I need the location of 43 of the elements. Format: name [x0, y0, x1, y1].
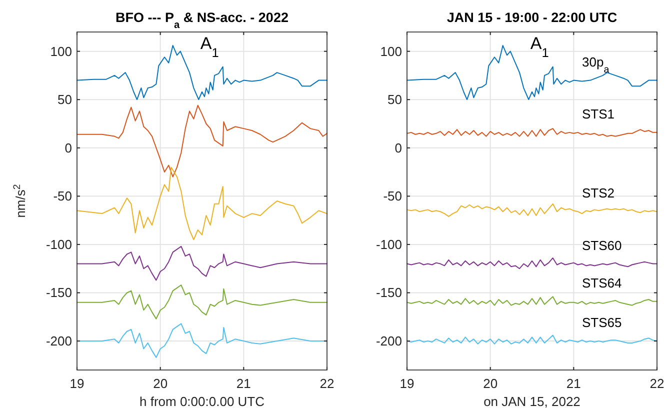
x-tick-label: 21: [566, 376, 581, 391]
y-tick-label: -50: [383, 188, 402, 204]
line-series: [76, 284, 328, 320]
line-series: [406, 257, 658, 270]
x-axis-title: h from 0:00:0.00 UTC: [140, 394, 264, 409]
y-tick-label: 50: [58, 92, 72, 108]
series-label: 30p$_{a}$: [582, 54, 610, 75]
line-series: [76, 246, 328, 281]
chart-title: BFO --- P$_{a}$ & NS-acc. - 2022: [116, 10, 288, 30]
chart-title: JAN 15 - 19:00 - 22:00 UTC: [446, 10, 618, 25]
line-series: [406, 203, 658, 217]
y-tick-label: 50: [388, 92, 402, 108]
x-tick-label: 22: [320, 376, 334, 391]
series-label: STS64: [582, 275, 622, 290]
line-series: [76, 104, 328, 178]
y-tick-label: 100: [50, 44, 72, 59]
y-tick-label: -50: [53, 188, 72, 204]
line-series: [406, 296, 658, 306]
y-tick-label: -200: [46, 334, 72, 349]
y-tick-label: 0: [394, 140, 402, 156]
line-series: [76, 166, 328, 240]
x-axis-title: on JAN 15, 2022: [484, 394, 580, 409]
y-tick-label: -150: [46, 285, 72, 300]
line-series: [406, 128, 658, 137]
y-tick-label: 0: [64, 140, 72, 156]
x-tick-label: 20: [483, 376, 498, 391]
x-tick-label: 22: [650, 376, 664, 391]
series-label: STS2: [582, 186, 615, 201]
y-tick-label: -200: [376, 334, 402, 349]
y-tick-label: 100: [380, 44, 402, 59]
x-tick-label: 19: [70, 376, 84, 391]
series-label: STS1: [582, 106, 615, 122]
x-tick-label: 19: [400, 376, 414, 391]
annotation: A$_{1}$: [530, 34, 549, 60]
x-tick-label: 21: [236, 376, 251, 391]
annotation: A$_{1}$: [200, 34, 219, 60]
x-tick-label: 20: [153, 376, 168, 391]
y-tick-label: -150: [376, 285, 402, 300]
y-tick-label: -100: [46, 236, 72, 252]
series-label: STS65: [582, 315, 622, 330]
series-label: STS60: [582, 238, 622, 253]
line-series: [406, 334, 658, 344]
y-tick-label: -100: [376, 236, 402, 252]
